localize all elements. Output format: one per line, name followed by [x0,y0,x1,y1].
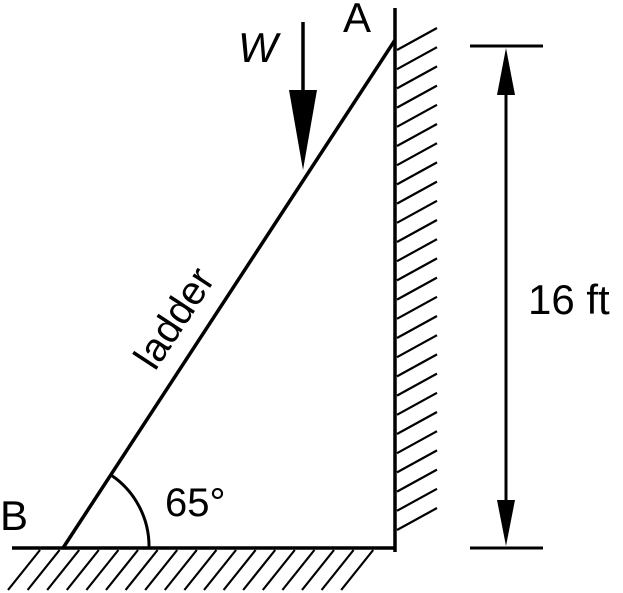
ground-hatch-mark [144,549,179,591]
wall-hatch-mark [396,411,438,435]
weight-arrow [289,22,317,170]
wall-hatch-mark [396,295,438,320]
angle-label: 65° [165,481,226,525]
ground-hatch-mark [222,549,257,591]
ground-hatch-mark [105,549,139,591]
wall-hatch-mark [396,468,438,493]
wall-hatch-mark [396,372,438,397]
height-label: 16 ft [528,276,610,323]
wall-hatching [396,27,438,531]
ladder-label: ladder [126,260,224,377]
wall-hatch-mark [396,276,438,301]
weight-label: W [238,24,281,71]
ground-hatching [7,549,375,591]
ground-hatch-mark [163,549,198,591]
wall-hatch-mark [396,257,438,282]
ground-hatch-mark [340,549,375,591]
ground-hatch-mark [242,549,277,591]
ground-hatch-mark [281,549,316,591]
ground-hatch-mark [183,549,218,591]
ground-hatch-mark [26,549,61,591]
height-dimension [470,44,543,550]
ground-hatch-mark [7,549,41,591]
wall-hatch-mark [396,161,438,186]
wall-hatch-mark [396,103,438,128]
ground-hatch-mark [203,549,237,591]
wall-hatch-mark [396,199,438,224]
point-b-label: B [0,492,28,539]
wall-hatch-mark [396,430,438,455]
ground-hatch-mark [85,549,120,591]
wall-hatch-mark [396,65,438,90]
wall-hatch-mark [396,142,438,167]
wall-hatch-mark [396,180,438,205]
ground-hatch-mark [301,549,335,591]
wall-hatch-mark [396,507,438,531]
wall-hatch-mark [396,449,438,474]
wall-hatch-mark [396,334,438,359]
wall-hatch-mark [396,84,438,109]
wall-hatch-mark [396,353,438,378]
ground-hatch-mark [65,549,100,591]
ladder-line [61,39,397,549]
wall-hatch-mark [396,391,438,416]
ground-hatch-mark [46,549,81,591]
wall-hatch-mark [396,46,438,71]
ground-hatch-mark [261,549,296,591]
point-a-label: A [343,0,371,41]
wall-hatch-mark [396,315,438,339]
wall-hatch-mark [396,27,438,51]
angle-arc [110,473,151,549]
wall-hatch-mark [396,487,438,512]
wall-hatch-mark [396,219,438,243]
wall-hatch-mark [396,238,438,263]
ground-hatch-mark [124,549,159,591]
ground-hatch-mark [320,549,355,591]
wall-hatch-mark [396,123,438,147]
